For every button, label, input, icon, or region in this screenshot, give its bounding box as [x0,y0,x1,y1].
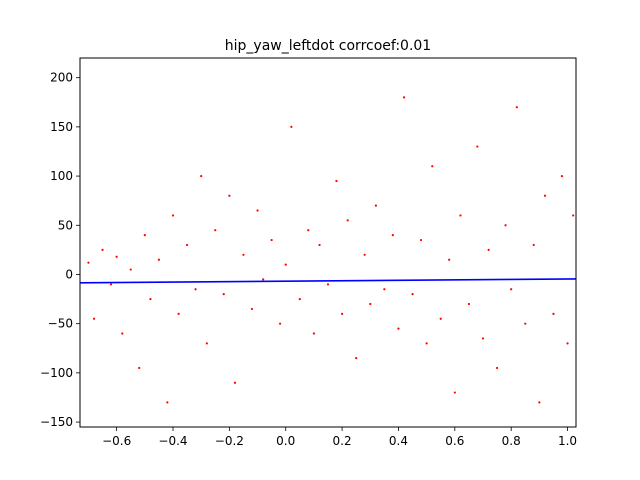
plot-area [80,96,576,404]
scatter-point [439,317,442,320]
scatter-point [307,229,310,232]
scatter-point [115,255,118,258]
scatter-point [177,312,180,315]
scatter-point [326,283,330,286]
scatter-point [487,248,490,251]
scatter-point [504,224,507,227]
scatter-point [552,312,555,315]
x-tick-label: −0.6 [102,434,131,448]
scatter-point [233,381,237,384]
scatter-point [391,234,394,237]
scatter-point [510,288,513,291]
y-tick-label: 150 [50,120,73,134]
scatter-point [495,366,499,370]
scatter-point [476,145,479,148]
scatter-point [87,261,90,264]
x-tick-label: 1.0 [558,434,577,448]
scatter-points [87,96,575,404]
scatter-point [284,263,287,266]
scatter-point [205,342,208,345]
scatter-point [242,253,245,256]
scatter-point [524,322,527,325]
scatter-point [222,293,225,296]
scatter-point [538,401,541,404]
y-tick-label: 200 [50,71,73,85]
scatter-point [298,297,301,301]
scatter-point [374,204,378,207]
x-tick-label: 0.8 [502,434,521,448]
x-axis: −0.6 −0.4 −0.2 0.0 0.2 0.4 0.6 0.8 1.0 [102,427,577,448]
scatter-point [185,243,189,247]
scatter-point [312,332,316,335]
y-tick-label: 100 [50,169,73,183]
x-tick-label: 0.0 [276,434,295,448]
scatter-point [290,125,293,128]
scatter-point [566,342,569,345]
x-tick-label: 0.6 [445,434,464,448]
chart-title: hip_yaw_leftdot corrcoef:0.01 [225,38,431,54]
scatter-point [262,278,265,281]
scatter-point [121,332,124,335]
scatter-point [92,317,96,320]
scatter-point [572,214,575,217]
scatter-point [383,288,386,291]
scatter-point [109,283,113,286]
scatter-point [459,214,462,217]
x-tick-label: −0.2 [215,434,244,448]
y-tick-label: 50 [58,218,73,232]
y-tick-label: −150 [40,415,73,429]
y-tick-label: −100 [40,366,73,380]
y-tick-label: 0 [65,267,73,281]
y-axis: −150 −100 −50 0 50 100 150 200 [40,71,80,429]
x-tick-label: 0.4 [389,434,408,448]
scatter-point [425,342,428,345]
scatter-point [402,96,406,99]
scatter-point [335,179,338,183]
scatter-point [157,258,161,261]
scatter-point [278,322,282,325]
scatter-point [397,327,400,330]
scatter-point [346,219,349,222]
scatter-point [194,288,197,291]
scatter-point [340,312,344,315]
scatter-point [101,248,104,251]
scatter-point [318,243,321,247]
scatter-point [419,238,423,242]
scatter-point [369,302,372,306]
scatter-point [214,229,217,232]
scatter-point [166,401,169,404]
scatter-point [532,243,535,247]
scatter-point [149,297,152,301]
scatter-point [411,293,414,296]
scatter-point [515,106,518,109]
scatter-point [355,357,358,360]
scatter-point [363,253,366,256]
scatter-point [543,194,547,197]
scatter-point [129,268,132,271]
x-tick-label: 0.2 [333,434,352,448]
scatter-point [138,366,141,370]
plot-frame [79,57,577,428]
scatter-point [270,238,273,242]
scatter-point [143,234,146,237]
scatter-point [481,337,485,340]
scatter-point [256,209,259,212]
scatter-point [431,165,434,168]
y-tick-label: −50 [48,317,73,331]
scatter-point [250,307,254,311]
scatter-point [228,194,231,197]
scatter-point [171,214,175,217]
fit-line [80,278,576,284]
scatter-point [453,391,456,394]
scatter-point [448,258,451,261]
x-tick-label: −0.4 [158,434,187,448]
scatter-point [200,174,203,178]
scatter-point [560,174,564,178]
scatter-point [467,302,471,306]
fit-line-layer [80,278,576,284]
